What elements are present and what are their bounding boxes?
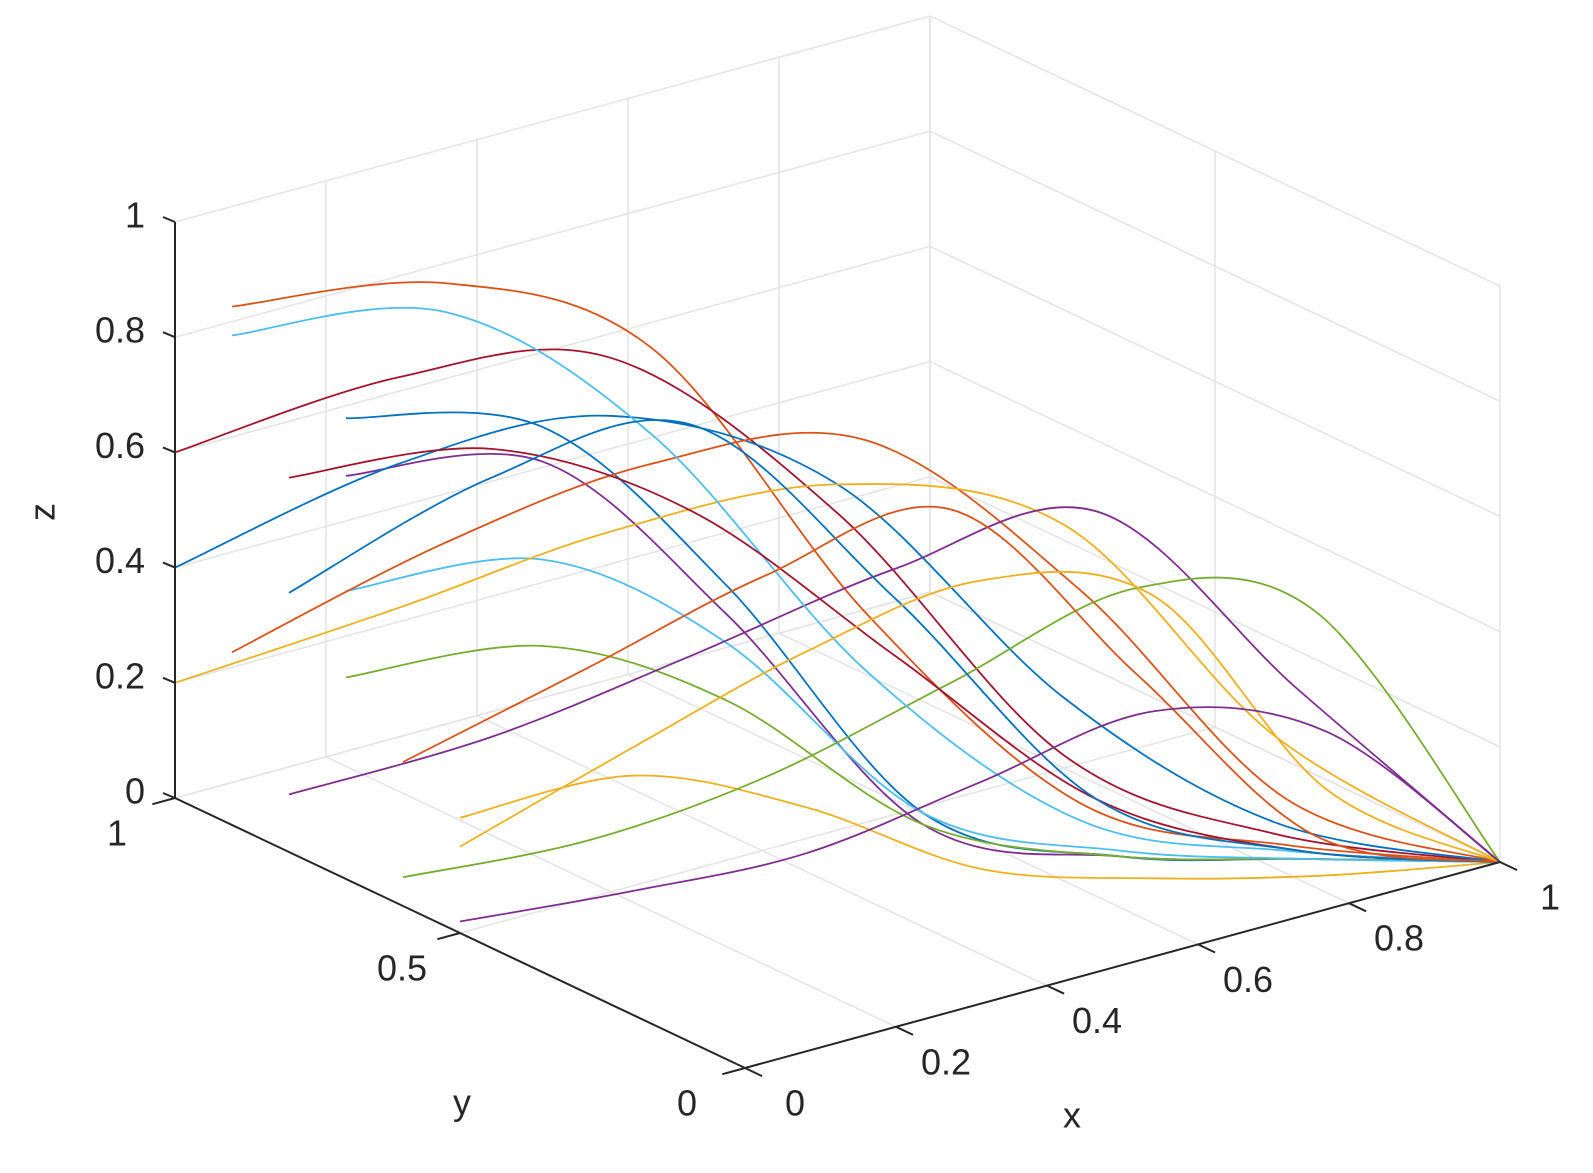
y-axis-label: y — [453, 1082, 471, 1123]
curve — [288, 506, 1501, 863]
y-tick — [152, 797, 176, 806]
grid-line — [174, 130, 931, 338]
z-tick-label: 0.2 — [95, 655, 145, 696]
curve — [288, 419, 1501, 863]
z-tick-label: 0 — [125, 771, 145, 812]
y-tick-label: 0 — [677, 1083, 697, 1124]
curve — [174, 414, 1501, 863]
curve — [345, 411, 1501, 863]
curve — [231, 431, 1501, 863]
y-tick — [722, 1067, 746, 1076]
z-tick-label: 1 — [125, 195, 145, 236]
grid-line — [929, 476, 1501, 748]
grid-line — [174, 476, 931, 684]
curve — [459, 774, 1501, 880]
curve — [402, 505, 1501, 863]
curve — [459, 570, 1501, 863]
x-tick — [1348, 902, 1367, 913]
x-tick — [1499, 861, 1518, 872]
x-axis — [744, 861, 1501, 1069]
grid-line — [929, 15, 1501, 287]
x-tick-label: 1 — [1540, 877, 1560, 918]
z-tick — [162, 446, 176, 454]
y-tick — [437, 932, 461, 941]
curve — [459, 706, 1501, 923]
grid-line — [929, 245, 1501, 518]
curve — [231, 306, 1501, 863]
x-tick — [1197, 943, 1216, 954]
curve — [402, 576, 1501, 879]
x-axis-label: x — [1063, 1095, 1081, 1136]
z-axis-label: z — [22, 503, 63, 521]
grid-line — [459, 726, 1216, 934]
x-tick-label: 0.2 — [921, 1041, 971, 1082]
x-tick-label: 0 — [785, 1083, 805, 1124]
grid-line — [929, 591, 1501, 863]
y-tick-label: 1 — [107, 813, 127, 854]
x-tick — [1046, 984, 1065, 995]
z-tick — [162, 216, 176, 223]
curve — [231, 281, 1501, 863]
z-tick-label: 0.8 — [95, 310, 145, 351]
curve — [174, 348, 1501, 863]
z-tick — [162, 676, 176, 684]
grid-line — [174, 591, 931, 799]
x-tick-label: 0.6 — [1223, 959, 1273, 1000]
curve — [345, 644, 1501, 863]
grid-line — [174, 360, 931, 569]
z-tick-label: 0.6 — [95, 425, 145, 466]
grid-line — [929, 360, 1501, 633]
y-tick-label: 0.5 — [377, 948, 427, 989]
x-tick — [744, 1067, 763, 1078]
z-tick-label: 0.4 — [95, 540, 145, 581]
z-tick — [162, 331, 176, 339]
grid-line — [174, 15, 931, 223]
z-tick — [162, 792, 176, 799]
x-tick-label: 0.8 — [1374, 918, 1424, 959]
x-tick-label: 0.4 — [1072, 1000, 1122, 1041]
grid-line — [929, 130, 1501, 402]
x-tick — [895, 1025, 914, 1036]
z-tick — [162, 561, 176, 569]
curves — [174, 281, 1501, 923]
